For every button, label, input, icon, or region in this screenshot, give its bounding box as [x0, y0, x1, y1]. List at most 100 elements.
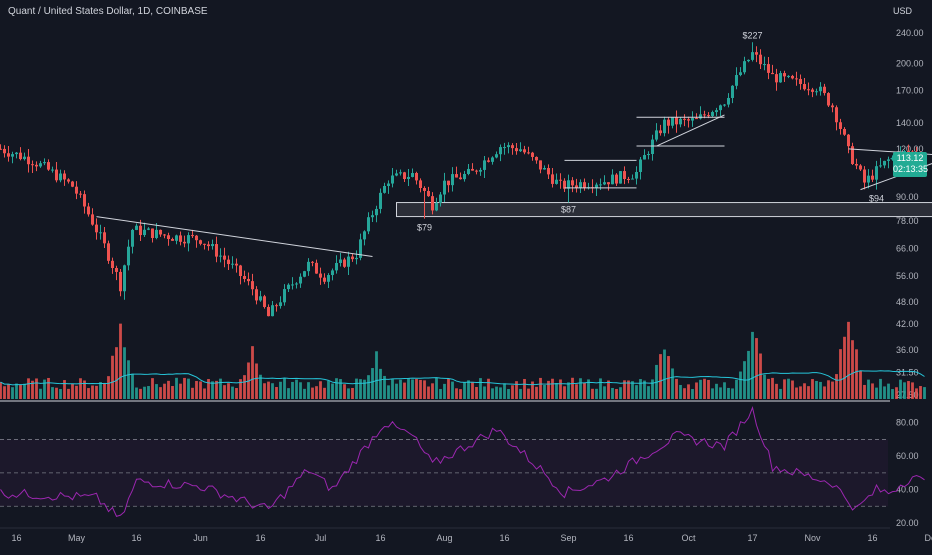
volume-bar [435, 378, 438, 399]
candle-body [451, 174, 454, 185]
candle-body [215, 244, 218, 257]
candle-body [823, 87, 826, 93]
volume-bar [535, 387, 538, 399]
volume-bar [511, 385, 514, 399]
candle-body [783, 73, 786, 76]
candle-body [767, 64, 770, 73]
volume-bar [895, 387, 898, 399]
volume-bar [23, 384, 26, 399]
volume-bar [179, 384, 182, 399]
volume-bar [635, 385, 638, 399]
candle-body [431, 196, 434, 210]
volume-bar [807, 386, 810, 399]
volume-bar [707, 380, 710, 399]
volume-bar [523, 379, 526, 399]
candle-body [227, 260, 230, 264]
volume-bar [687, 384, 690, 399]
candle-body [355, 258, 358, 259]
volume-bar [543, 385, 546, 399]
candle-body [883, 161, 886, 165]
candle-body [319, 274, 322, 278]
volume-bar [899, 380, 902, 399]
volume-bar [75, 386, 78, 399]
volume-bar [579, 378, 582, 399]
time-axis-tick: 16 [623, 533, 633, 543]
volume-bar [351, 388, 354, 399]
volume-bar [251, 346, 254, 399]
time-axis-tick: 16 [499, 533, 509, 543]
volume-bar [799, 386, 802, 399]
candle-body [503, 147, 506, 148]
volume-bar [431, 383, 434, 399]
candle-body [495, 154, 498, 157]
candle-body [787, 76, 790, 77]
candle-body [799, 79, 802, 84]
candle-body [795, 78, 798, 79]
candle-body [135, 226, 138, 230]
volume-bar [919, 386, 922, 399]
volume-bar [527, 389, 530, 399]
volume-bar [483, 386, 486, 399]
price-axis-tick: 66.00 [896, 244, 919, 254]
volume-bar [591, 389, 594, 399]
volume-bar [199, 381, 202, 399]
volume-bar [599, 378, 602, 399]
candle-body [547, 168, 550, 174]
candle-body [447, 181, 450, 185]
volume-bar [423, 380, 426, 399]
candle-body [139, 226, 142, 235]
candle-body [551, 174, 554, 184]
volume-bar [759, 354, 762, 399]
volume-bar [375, 351, 378, 399]
candle-body [171, 239, 174, 241]
candle-body [663, 120, 666, 134]
volume-bar [767, 379, 770, 399]
candle-body [827, 93, 830, 105]
candle-body [379, 193, 382, 209]
volume-bar [319, 381, 322, 399]
candle-body [603, 182, 606, 184]
candle-body [111, 261, 114, 268]
volume-bar [503, 383, 506, 399]
volume-bar [327, 381, 330, 399]
candle-body [187, 235, 190, 243]
candle-body [667, 120, 670, 126]
candle-body [791, 76, 794, 78]
volume-bar [915, 388, 918, 399]
candle-body [519, 149, 522, 151]
volume-bar [331, 384, 334, 399]
candle-body [295, 283, 298, 284]
volume-bar [731, 388, 734, 399]
candle-body [655, 130, 658, 139]
volume-bar [647, 386, 650, 399]
candle-body [51, 170, 54, 171]
candle-body [435, 203, 438, 211]
volume-bar [271, 383, 274, 399]
rsi-axis-tick: 20.00 [896, 518, 919, 528]
candle-body [167, 235, 170, 239]
volume-bar [219, 379, 222, 399]
candle-body [487, 160, 490, 161]
volume-bar [407, 378, 410, 399]
candle-body [679, 119, 682, 124]
candle-body [335, 263, 338, 270]
candle-body [819, 87, 822, 92]
candle-body [99, 232, 102, 233]
candle-body [275, 305, 278, 306]
candle-body [491, 157, 494, 161]
trend-line [97, 217, 373, 257]
candle-body [779, 73, 782, 82]
volume-bar [891, 389, 894, 399]
volume-bar [419, 380, 422, 399]
candle-body [407, 177, 410, 179]
candle-body [639, 159, 642, 171]
candle-body [515, 148, 518, 151]
volume-bar [427, 387, 430, 399]
price-axis-tick: 36.00 [896, 345, 919, 355]
volume-bar [879, 379, 882, 399]
volume-bar [59, 389, 62, 399]
volume-bar [851, 340, 854, 399]
volume-bar [815, 381, 818, 399]
volume-bar [619, 387, 622, 399]
